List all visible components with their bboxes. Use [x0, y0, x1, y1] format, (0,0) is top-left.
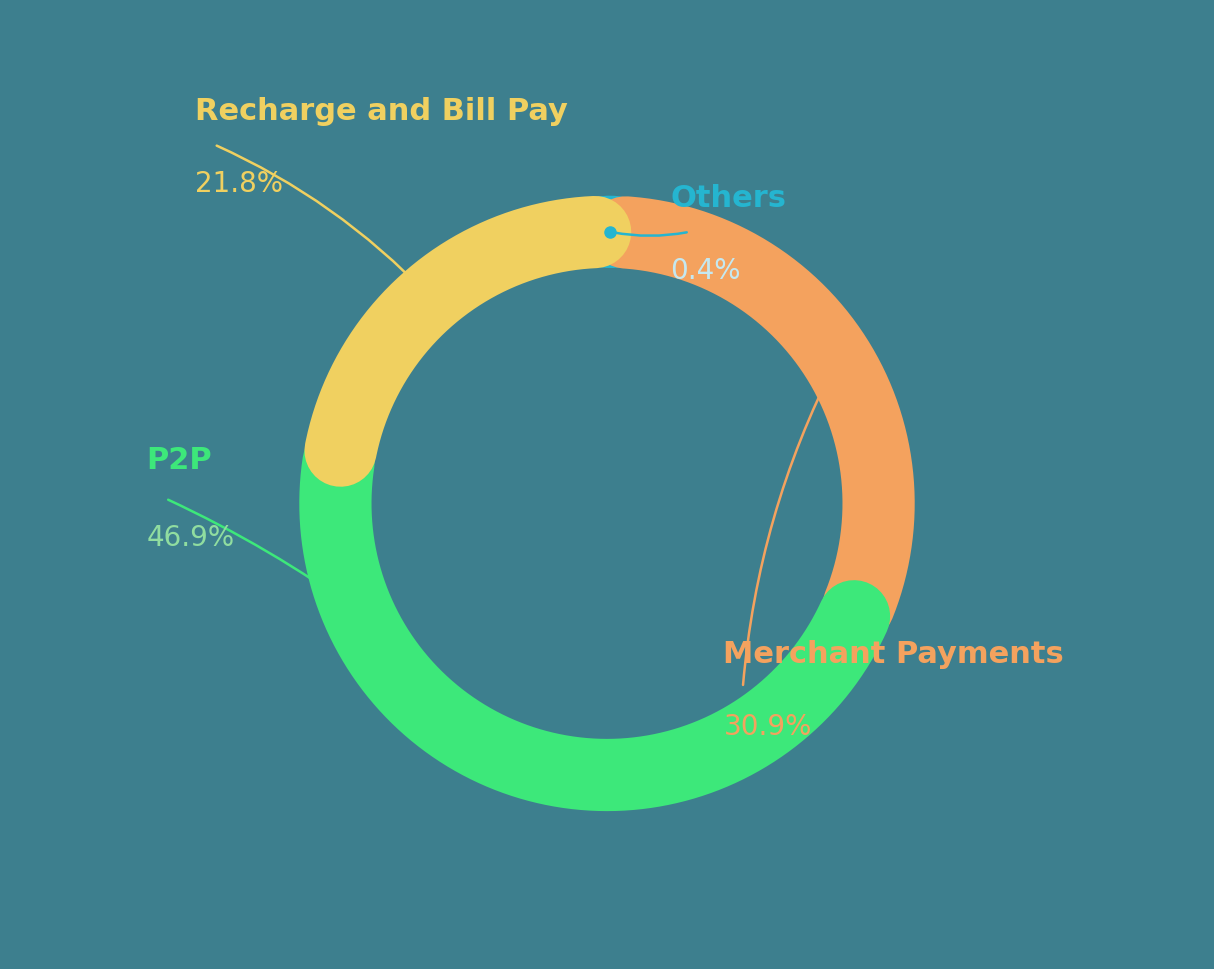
Text: P2P: P2P: [146, 446, 212, 475]
Text: Recharge and Bill Pay: Recharge and Bill Pay: [194, 97, 568, 126]
Text: 30.9%: 30.9%: [724, 712, 812, 740]
Text: 46.9%: 46.9%: [146, 523, 234, 551]
Text: 21.8%: 21.8%: [194, 170, 283, 198]
Text: Others: Others: [670, 184, 785, 213]
Text: Merchant Payments: Merchant Payments: [724, 640, 1065, 669]
Text: 0.4%: 0.4%: [670, 257, 741, 285]
